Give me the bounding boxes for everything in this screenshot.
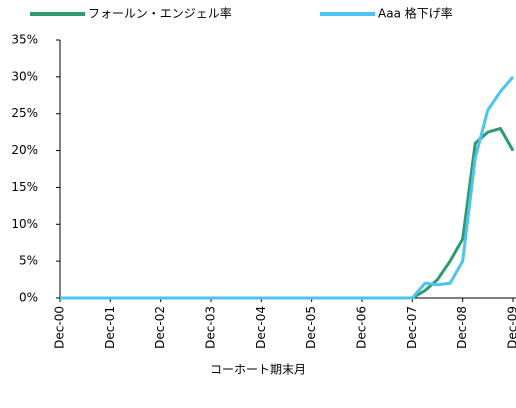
series-line [60,75,515,300]
x-axis-title: コーホート期末月 [210,363,306,377]
y-tick-label: 10% [11,217,38,231]
legend-label: フォールン・エンジェル率 [88,6,232,21]
x-tick-label: Dec-06 [355,306,369,349]
y-tick-label: 30% [11,69,38,83]
y-tick-label: 35% [11,33,38,47]
x-tick-label: Dec-00 [53,306,67,349]
x-tick-label: Dec-01 [103,306,117,349]
x-tick-label: Dec-02 [153,306,167,349]
legend-label: Aaa 格下げ率 [378,6,453,21]
x-tick-label: Dec-08 [455,306,469,349]
x-tick-label: Dec-04 [254,306,268,349]
x-tick-label: Dec-07 [405,306,419,349]
x-tick-label: Dec-03 [204,306,218,349]
series-line [60,126,515,300]
y-tick-label: 20% [11,143,38,157]
y-tick-label: 15% [11,180,38,194]
y-tick-label: 5% [19,254,38,268]
y-tick-label: 25% [11,106,38,120]
x-tick-label: Dec-05 [304,306,318,349]
y-tick-label: 0% [19,291,38,305]
x-tick-label: Dec-09 [506,306,516,349]
